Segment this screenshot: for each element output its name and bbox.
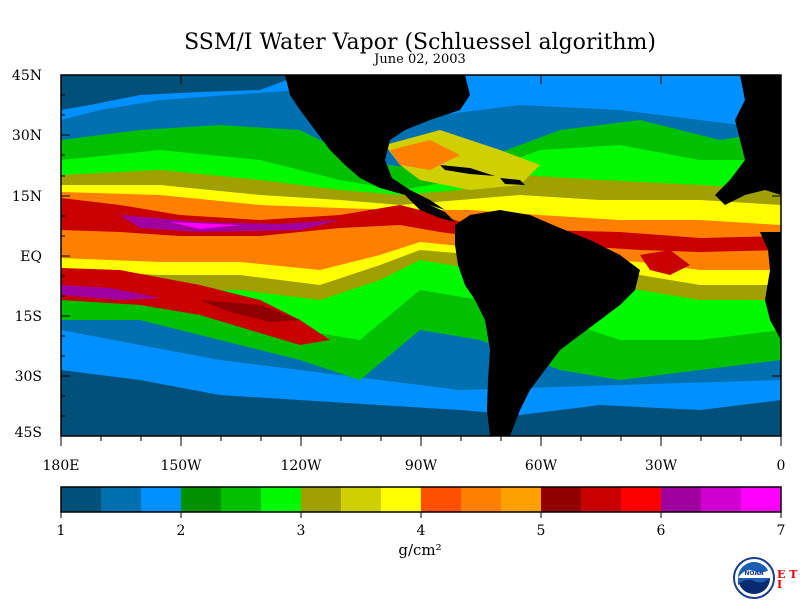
colorbar-swatch: [181, 487, 222, 512]
water-vapor-field: [61, 75, 781, 436]
lon-ticks: [60, 75, 782, 446]
colorbar-ticks: [60, 512, 782, 518]
landmass: [285, 75, 781, 436]
colorbar-label-3: 3: [296, 523, 306, 539]
colorbar-swatch: [141, 487, 182, 512]
colorbar-label-4: 4: [416, 523, 426, 539]
colorbar-label-5: 5: [536, 523, 546, 539]
colorbar-swatch: [301, 487, 342, 512]
colorbar-swatch: [621, 487, 662, 512]
lat-label-30n: 30N: [11, 128, 42, 144]
colorbar-label-2: 2: [176, 523, 186, 539]
colorbar-swatch: [701, 487, 742, 512]
lat-label-15s: 15S: [14, 309, 42, 325]
lon-label-90w: 90W: [404, 458, 438, 474]
colorbar-swatch: [381, 487, 422, 512]
colorbar-swatch: [341, 487, 382, 512]
noaa-logo-text: NOAA: [744, 570, 764, 577]
lat-label-30s: 30S: [14, 369, 42, 385]
colorbar-swatch: [221, 487, 262, 512]
colorbar-swatch: [461, 487, 502, 512]
colorbar-swatch: [61, 487, 102, 512]
lon-label-150w: 150W: [160, 458, 202, 474]
map-date: June 02, 2003: [374, 52, 466, 67]
colorbar-label-6: 6: [656, 523, 666, 539]
lat-ticks: [61, 74, 781, 437]
colorbar: [61, 487, 782, 512]
lon-label-180e: 180E: [42, 458, 80, 474]
lat-label-eq: EQ: [20, 249, 42, 265]
eti-badge: E T I: [777, 568, 798, 591]
colorbar-swatch: [101, 487, 142, 512]
colorbar-swatch: [661, 487, 702, 512]
colorbar-swatch: [541, 487, 582, 512]
colorbar-swatch: [501, 487, 542, 512]
noaa-logo: NOAA: [733, 557, 775, 599]
map-title: SSM/I Water Vapor (Schluessel algorithm): [184, 30, 656, 55]
colorbar-swatch: [261, 487, 302, 512]
lon-label-30w: 30W: [644, 458, 678, 474]
lat-label-15n: 15N: [11, 189, 42, 205]
colorbar-swatch: [741, 487, 782, 512]
lat-label-45s: 45S: [14, 425, 42, 441]
colorbar-swatch: [581, 487, 622, 512]
colorbar-swatch: [421, 487, 462, 512]
colorbar-units: g/cm²: [398, 541, 442, 559]
colorbar-label-1: 1: [56, 523, 66, 539]
lon-label-0: 0: [776, 458, 786, 474]
colorbar-label-7: 7: [776, 523, 786, 539]
lon-label-60w: 60W: [524, 458, 558, 474]
lon-label-120w: 120W: [280, 458, 322, 474]
lat-label-45n: 45N: [11, 68, 42, 84]
